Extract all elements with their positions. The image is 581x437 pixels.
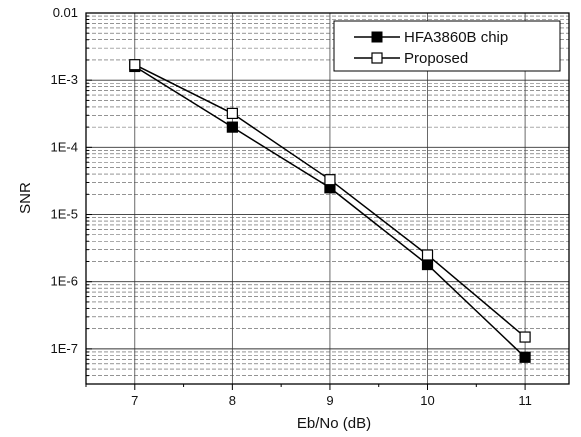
x-tick-label: 7 bbox=[131, 393, 138, 408]
x-tick-label: 10 bbox=[420, 393, 434, 408]
legend-label-hfa3860b: HFA3860B chip bbox=[404, 29, 508, 46]
axis-ticks: 0.01 1E-3 1E-4 1E-5 1E-6 1E-7 7 8 9 10 11 bbox=[51, 5, 532, 408]
data-point-proposed bbox=[519, 331, 531, 343]
y-tick-label: 0.01 bbox=[53, 5, 78, 20]
legend: HFA3860B chip Proposed bbox=[333, 20, 561, 72]
x-axis-title: Eb/No (dB) bbox=[297, 415, 371, 432]
data-point-proposed bbox=[226, 107, 238, 120]
data-point-proposed bbox=[421, 249, 434, 261]
legend-marker-hfa3860b bbox=[371, 31, 383, 43]
data-point-hfa3860b-chip bbox=[421, 258, 434, 271]
series-layer bbox=[129, 59, 531, 363]
x-tick-label: 8 bbox=[229, 393, 236, 408]
y-tick-label: 1E-4 bbox=[51, 139, 78, 154]
data-point-hfa3860b-chip bbox=[519, 351, 531, 363]
data-point-hfa3860b-chip bbox=[226, 121, 238, 133]
data-point-proposed bbox=[324, 174, 336, 186]
y-tick-label: 1E-3 bbox=[51, 72, 78, 87]
y-axis-title: SNR bbox=[17, 182, 34, 214]
y-tick-label: 1E-7 bbox=[51, 341, 78, 356]
x-tick-label: 9 bbox=[326, 393, 333, 408]
y-tick-label: 1E-6 bbox=[51, 274, 78, 289]
plot-area-frame bbox=[85, 12, 570, 385]
legend-label-proposed: Proposed bbox=[404, 50, 468, 67]
legend-marker-proposed bbox=[371, 52, 383, 64]
data-point-proposed bbox=[129, 59, 141, 71]
x-tick-label: 11 bbox=[518, 393, 532, 408]
y-tick-label: 1E-5 bbox=[51, 207, 78, 222]
